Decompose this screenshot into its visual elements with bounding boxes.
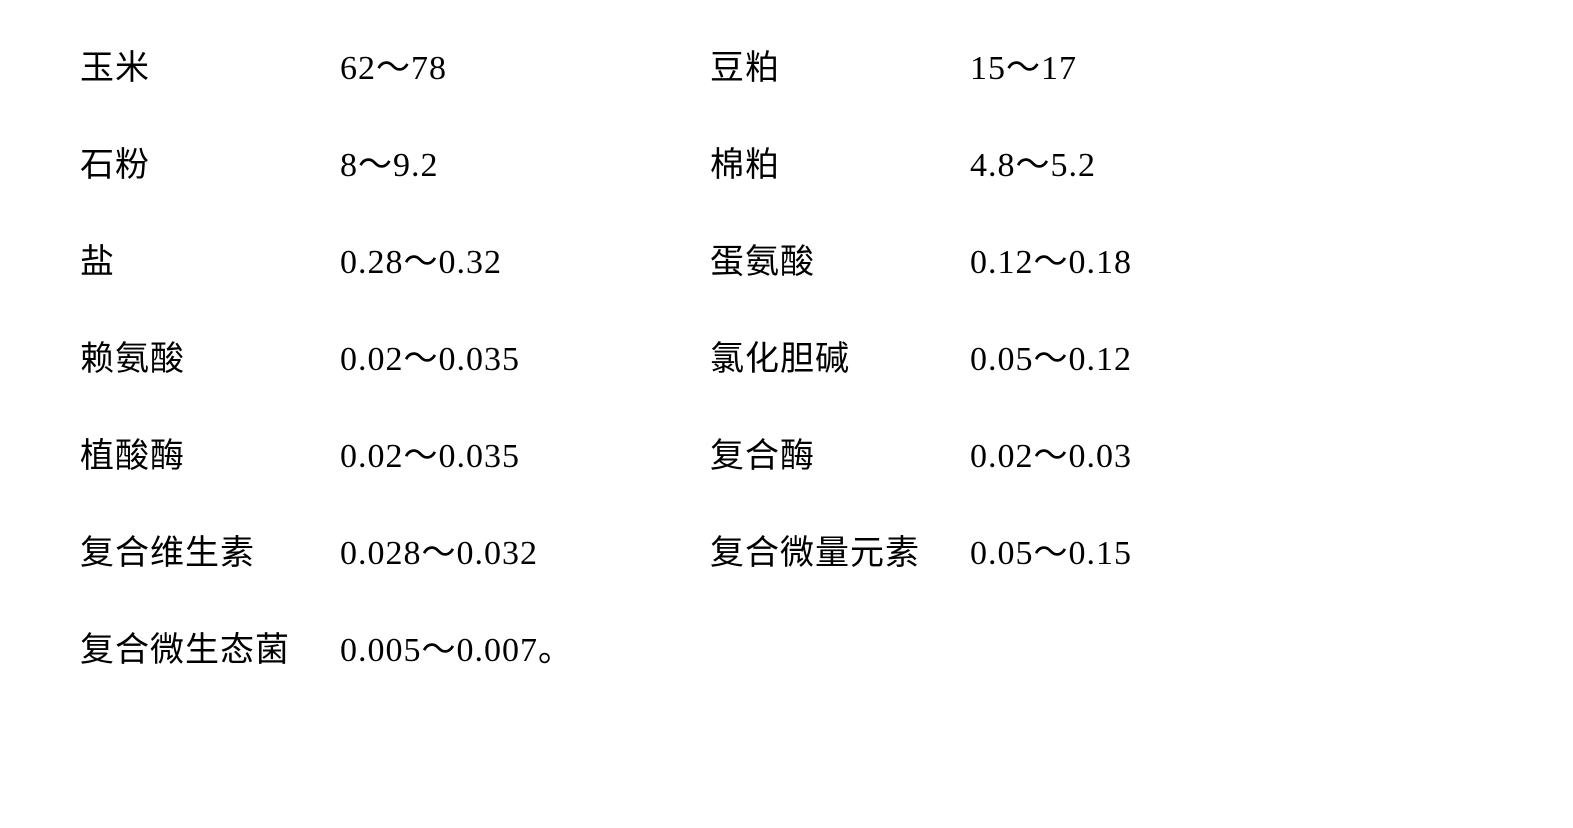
ingredient-label: 蛋氨酸 [710, 234, 970, 283]
ingredient-label: 盐 [80, 234, 340, 283]
ingredient-value: 0.28～0.32 [340, 234, 710, 283]
table-row: 植酸酶 0.02～0.035 复合酶 0.02～0.03 [80, 428, 1493, 477]
ingredient-value: 8～9.2 [340, 137, 710, 186]
ingredient-value: 15～17 [970, 40, 1340, 89]
ingredient-label: 复合酶 [710, 428, 970, 477]
ingredient-value: 0.02～0.035 [340, 331, 710, 380]
ingredient-label: 复合微生态菌 [80, 622, 340, 671]
ingredient-value: 0.028～0.032 [340, 525, 710, 574]
ingredient-label: 玉米 [80, 40, 340, 89]
ingredient-value: 4.8～5.2 [970, 137, 1340, 186]
ingredient-value: 62～78 [340, 40, 710, 89]
ingredient-label: 氯化胆碱 [710, 331, 970, 380]
ingredient-value: 0.02～0.03 [970, 428, 1340, 477]
table-row: 复合维生素 0.028～0.032 复合微量元素 0.05～0.15 [80, 525, 1493, 574]
table-row: 盐 0.28～0.32 蛋氨酸 0.12～0.18 [80, 234, 1493, 283]
ingredient-value: 0.02～0.035 [340, 428, 710, 477]
table-row: 石粉 8～9.2 棉粕 4.8～5.2 [80, 137, 1493, 186]
ingredient-table: 玉米 62～78 豆粕 15～17 石粉 8～9.2 棉粕 4.8～5.2 盐 … [80, 40, 1493, 671]
ingredient-label: 棉粕 [710, 137, 970, 186]
ingredient-label: 石粉 [80, 137, 340, 186]
ingredient-label: 复合维生素 [80, 525, 340, 574]
table-row: 玉米 62～78 豆粕 15～17 [80, 40, 1493, 89]
ingredient-label: 豆粕 [710, 40, 970, 89]
ingredient-label: 复合微量元素 [710, 525, 970, 574]
ingredient-label: 植酸酶 [80, 428, 340, 477]
table-row: 赖氨酸 0.02～0.035 氯化胆碱 0.05～0.12 [80, 331, 1493, 380]
ingredient-value: 0.005～0.007。 [340, 622, 573, 671]
ingredient-label: 赖氨酸 [80, 331, 340, 380]
ingredient-value: 0.05～0.15 [970, 525, 1340, 574]
table-row: 复合微生态菌 0.005～0.007。 [80, 622, 1493, 671]
ingredient-value: 0.05～0.12 [970, 331, 1340, 380]
ingredient-value: 0.12～0.18 [970, 234, 1340, 283]
